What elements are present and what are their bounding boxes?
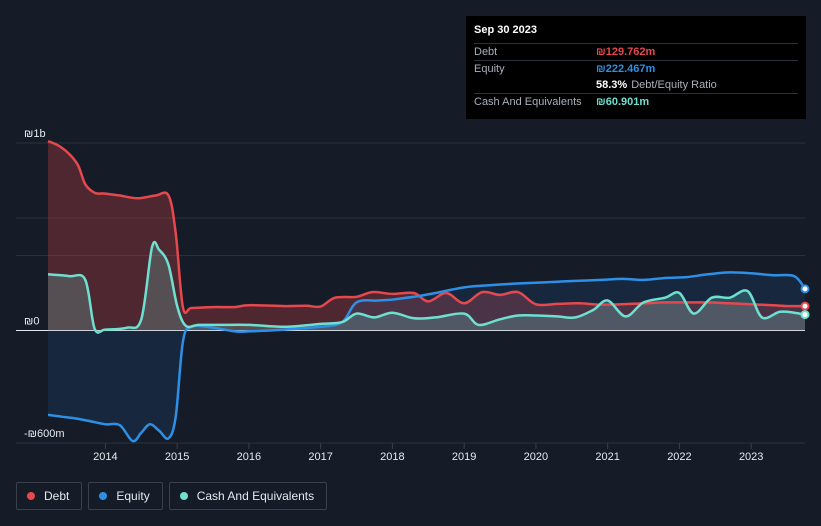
tooltip-debt-value: ₪129.762m: [596, 46, 656, 58]
x-tick-label: 2019: [452, 451, 476, 463]
legend-label-equity: Equity: [116, 489, 150, 503]
end-marker-equity: [800, 284, 810, 294]
series-end-markers: [800, 284, 810, 320]
tooltip-row-equity: Equity ₪222.467m: [474, 60, 798, 77]
gridlines: [16, 142, 805, 449]
x-tick-label: 2017: [308, 451, 332, 463]
x-tick-label: 2020: [524, 451, 548, 463]
legend-item-equity[interactable]: Equity: [88, 482, 163, 510]
line-equity: [47, 271, 807, 443]
legend-dot-icon: [99, 492, 108, 500]
series-lines: [47, 139, 807, 443]
legend-dot-icon: [27, 492, 35, 500]
end-marker-debt: [800, 301, 810, 311]
x-axis-labels: 2014 2015 2016 2017 2018 2019 2020 2021 2022 2023: [93, 451, 763, 463]
x-tick-label: 2023: [739, 451, 763, 463]
line-debt: [47, 139, 806, 315]
tooltip-cash-value: ₪60.901m: [596, 96, 650, 108]
series-areas: [48, 141, 805, 442]
area-equity: [48, 272, 805, 442]
legend-item-debt[interactable]: Debt: [16, 482, 83, 510]
legend-label-cash: Cash And Equivalents: [196, 489, 315, 503]
y-tick-label: ₪1b: [24, 128, 46, 140]
x-tick-label: 2018: [380, 451, 404, 463]
legend-dot-icon: [179, 492, 188, 500]
area-debt: [48, 141, 805, 331]
x-tick-label: 2022: [667, 451, 691, 463]
legend-item-cash[interactable]: Cash And Equivalents: [168, 482, 328, 510]
tooltip-cash-label: Cash And Equivalents: [474, 96, 582, 108]
tooltip-row-debt: Debt ₪129.762m: [474, 43, 798, 60]
tooltip-equity-value: ₪222.467m: [596, 63, 656, 75]
tooltip-row-cash: Cash And Equivalents ₪60.901m: [474, 93, 798, 110]
y-tick-label: ₪0: [24, 316, 39, 328]
chart-legend: Debt Equity Cash And Equivalents: [16, 482, 328, 510]
x-tick-label: 2021: [595, 451, 619, 463]
tooltip-debt-label: Debt: [474, 46, 498, 58]
y-axis-labels: ₪1b ₪0 -₪600m: [24, 128, 65, 440]
x-tick-label: 2014: [93, 451, 117, 463]
tooltip-row-ratio: 58.3% Debt/Equity Ratio: [474, 77, 798, 93]
tooltip-panel: Sep 30 2023 Debt ₪129.762m Equity ₪222.4…: [466, 16, 806, 119]
tooltip-date: Sep 30 2023: [474, 24, 537, 36]
x-tick-label: 2016: [237, 451, 261, 463]
end-marker-cash: [800, 310, 810, 320]
y-tick-label: -₪600m: [24, 428, 65, 440]
tooltip-ratio-value: 58.3%: [596, 79, 628, 91]
x-tick-label: 2015: [165, 451, 189, 463]
tooltip-ratio-label: Debt/Equity Ratio: [631, 79, 717, 91]
tooltip-equity-label: Equity: [474, 63, 505, 75]
line-cash: [47, 240, 806, 334]
area-cash: [48, 242, 805, 333]
legend-label-debt: Debt: [44, 489, 70, 503]
